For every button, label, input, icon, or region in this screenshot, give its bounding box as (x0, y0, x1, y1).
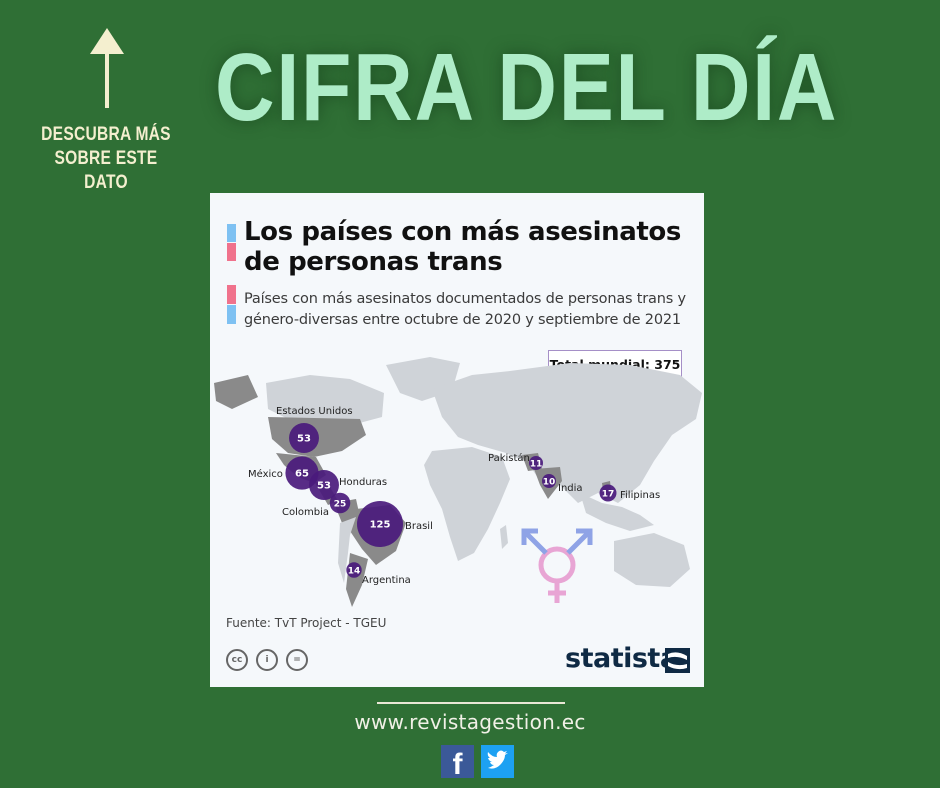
source-text: Fuente: TvT Project - TGEU (226, 616, 387, 630)
infographic-card: Los países con más asesinatos de persona… (210, 193, 704, 687)
no-derivatives-icon[interactable]: = (286, 649, 308, 671)
country-label-6: Pakistán (488, 452, 530, 464)
madagascar-shape (500, 525, 508, 549)
bubble-layer: 53 Estados Unidos 65 México 53 Honduras 25 Colo… (248, 406, 660, 586)
cta-line-1: DESCUBRA MÁS (41, 124, 171, 145)
bubble-value-7: 10 (543, 478, 556, 488)
chart-subtitle-line-1: Países con más asesinatos documentados d… (244, 291, 686, 307)
discover-more-link[interactable]: DESCUBRA MÁS SOBRE ESTE DATO (40, 123, 171, 195)
attribution-icon[interactable]: i (256, 649, 278, 671)
accent-bar-pink (227, 243, 236, 261)
up-arrow-icon (90, 28, 124, 108)
statista-wordmark: statista (565, 643, 678, 674)
footer-divider (377, 702, 565, 704)
bubble-value-5: 14 (348, 567, 361, 577)
statista-logo-icon (665, 648, 690, 673)
cta-line-2: SOBRE ESTE DATO (54, 148, 158, 193)
symbol-arrow-right (566, 531, 590, 555)
bubble-value-0: 53 (297, 434, 311, 445)
country-label-4: Brasil (405, 521, 433, 532)
chart-title: Los países con más asesinatos de persona… (244, 217, 694, 277)
south-america-shape (338, 517, 356, 583)
symbol-arrow-left (524, 531, 548, 555)
chart-subtitle: Países con más asesinatos documentados d… (244, 289, 704, 331)
creative-commons-icon[interactable]: cc (226, 649, 248, 671)
chart-title-line-1: Los países con más asesinatos (244, 217, 681, 247)
headline: CIFRA DEL DÍA (215, 34, 839, 141)
country-label-5: Argentina (362, 575, 411, 586)
bubble-value-4: 125 (370, 520, 391, 531)
accent-bar-pink-2 (227, 285, 236, 304)
bubble-8 (599, 484, 617, 502)
bubble-3 (329, 492, 351, 514)
bubble-value-3: 25 (334, 500, 347, 510)
country-label-3: Colombia (282, 507, 329, 518)
highlighted-countries (214, 375, 612, 607)
website-link[interactable]: www.revistagestion.ec (354, 710, 586, 734)
chart-title-line-2: de personas trans (244, 247, 503, 277)
australia-shape (614, 533, 690, 587)
southeast-asia-shape (580, 493, 654, 531)
bubble-value-8: 17 (602, 490, 615, 500)
symbol-ring (538, 546, 576, 584)
bubble-value-1: 65 (295, 469, 309, 480)
bubble-7 (542, 474, 556, 488)
accent-bar-blue-2 (227, 305, 236, 324)
country-label-0: Estados Unidos (276, 406, 353, 417)
accent-bar-blue (227, 224, 236, 242)
world-map: 53 Estados Unidos 65 México 53 Honduras 25 Colo… (214, 357, 702, 607)
bubble-value-6: 11 (530, 460, 543, 470)
country-label-8: Filipinas (620, 490, 660, 501)
symbol-arrowhead-left (521, 528, 538, 545)
country-label-7: India (558, 483, 583, 494)
canada-shape (266, 375, 384, 425)
symbol-arrowhead-right (576, 528, 593, 545)
twitter-icon[interactable] (481, 745, 514, 778)
africa-shape (424, 447, 510, 561)
bubble-0 (289, 423, 319, 453)
bubble-6 (529, 456, 543, 470)
alaska-shape (214, 375, 258, 409)
europe-asia-shape (432, 363, 702, 503)
facebook-icon[interactable]: f (441, 745, 474, 781)
bubble-2 (309, 470, 339, 500)
bubble-4 (357, 501, 403, 547)
bubble-value-2: 53 (317, 481, 331, 492)
bubble-5 (346, 562, 362, 578)
chart-subtitle-line-2: género-diversas entre octubre de 2020 y … (244, 312, 681, 328)
country-label-1: México (248, 468, 283, 480)
land-masses (266, 357, 702, 587)
country-label-2: Honduras (339, 477, 387, 488)
transgender-symbol-icon (521, 528, 593, 603)
